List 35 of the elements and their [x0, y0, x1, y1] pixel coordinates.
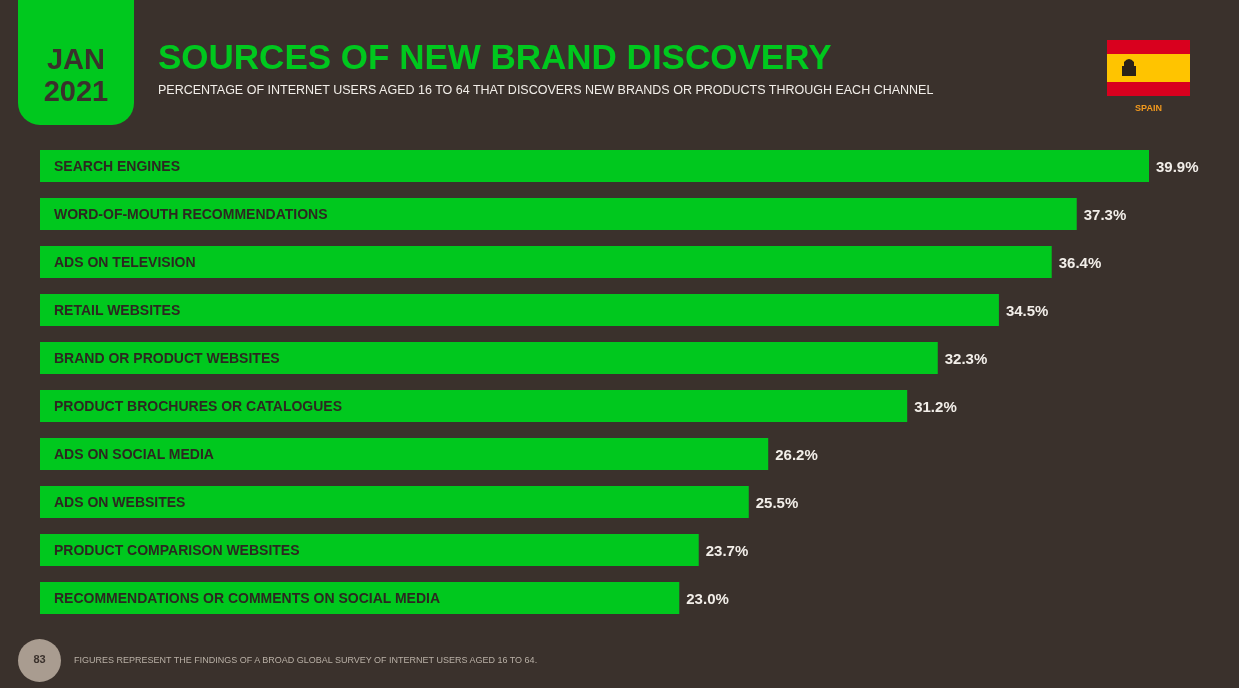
bar [40, 294, 999, 326]
bar [40, 486, 749, 518]
y-tick-label: BRAND OR PRODUCT WEBSITES [54, 350, 280, 366]
data-label: 37.3% [1083, 206, 1127, 223]
data-label: 31.2% [914, 398, 957, 415]
chart-title: SOURCES OF NEW BRAND DISCOVERY [158, 36, 832, 76]
data-label: 34.5% [1005, 302, 1049, 319]
data-label: 23.7% [705, 542, 749, 559]
data-label: 25.5% [755, 494, 799, 511]
bar [40, 150, 1149, 182]
y-tick-label: PRODUCT COMPARISON WEBSITES [54, 542, 300, 558]
bar [40, 342, 938, 374]
bar [40, 246, 1052, 278]
y-tick-label: ADS ON TELEVISION [54, 254, 196, 270]
bar [40, 390, 908, 422]
y-tick-label: PRODUCT BROCHURES OR CATALOGUES [54, 398, 343, 414]
data-label: 23.0% [686, 590, 729, 607]
text: SPAIN [1134, 103, 1163, 113]
y-tick-label: ADS ON SOCIAL MEDIA [54, 446, 214, 462]
y-tick-label: RECOMMENDATIONS OR COMMENTS ON SOCIAL MEDIA [54, 590, 441, 606]
y-tick-label: ADS ON WEBSITES [54, 494, 186, 510]
bar [40, 198, 1077, 230]
data-label: 32.3% [944, 350, 988, 367]
text: 83 [32, 653, 47, 665]
text: JAN 2021 [42, 43, 110, 107]
data-label: 39.9% [1156, 158, 1199, 175]
chart-subtitle: PERCENTAGE OF INTERNET USERS AGED 16 TO 64 THAT DISCOVERS NEW BRANDS OR PRODUCTS THROUGH EACH CHANNEL [158, 82, 934, 97]
y-tick-label: WORD-OF-MOUTH RECOMMENDATIONS [54, 206, 328, 222]
y-tick-label: SEARCH ENGINES [54, 158, 181, 174]
y-tick-label: RETAIL WEBSITES [54, 302, 181, 318]
data-label: 26.2% [775, 446, 818, 463]
text: FIGURES REPRESENT THE FINDINGS OF A BROAD GLOBAL SURVEY OF INTERNET USERS AGED 16 TO 64. [74, 655, 538, 665]
data-label: 36.4% [1058, 254, 1102, 271]
bar [40, 534, 699, 566]
bar [40, 438, 769, 470]
